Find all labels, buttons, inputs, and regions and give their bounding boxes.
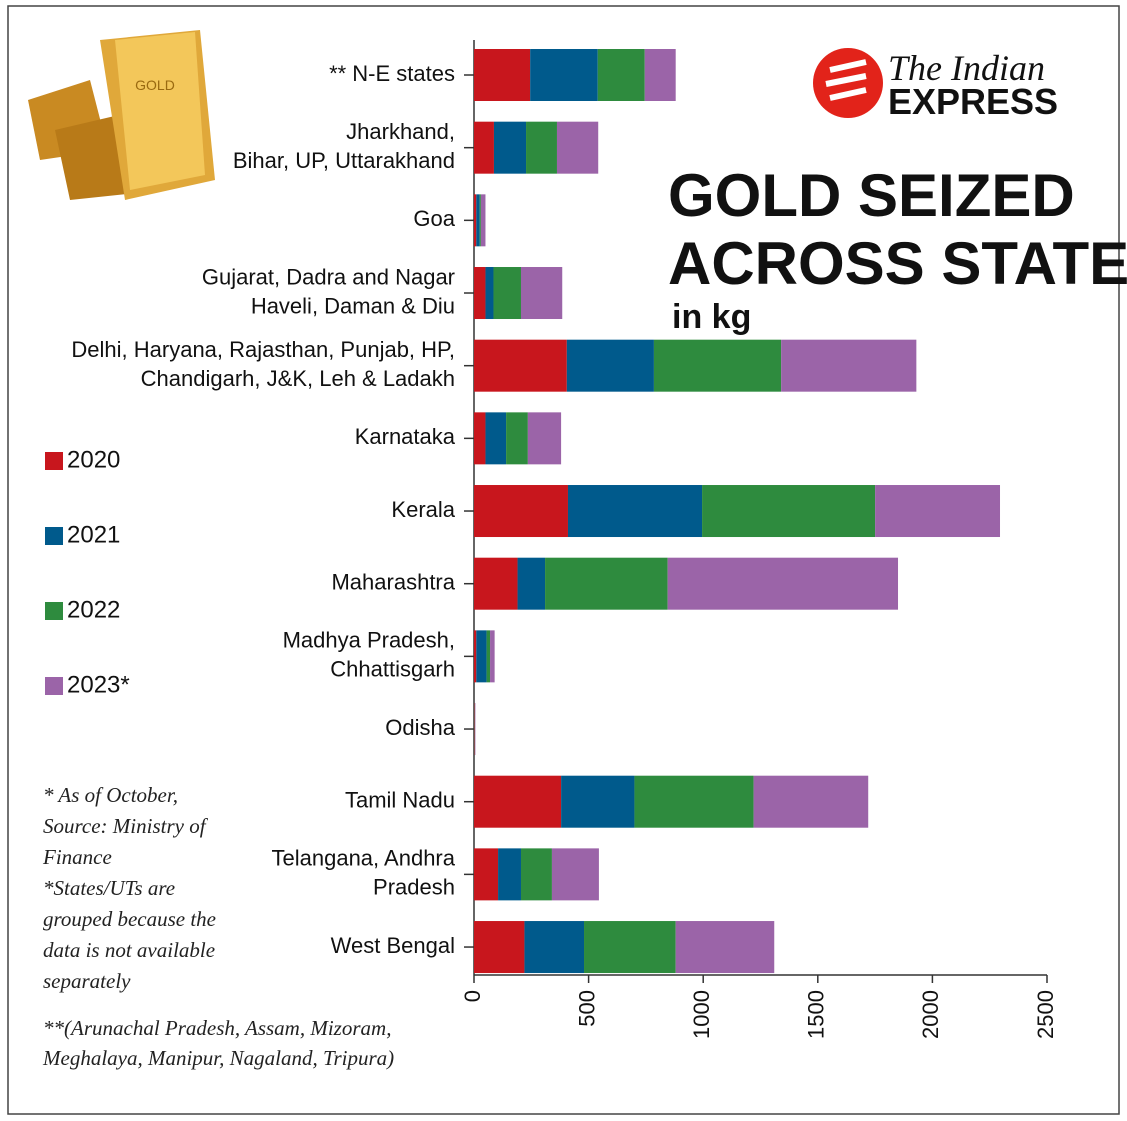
svg-text:GOLD: GOLD: [135, 77, 175, 93]
y-tick-label: Gujarat, Dadra and Nagar: [202, 264, 455, 289]
y-tick-label: Bihar, UP, Uttarakhand: [233, 148, 455, 173]
note: Finance: [42, 845, 112, 869]
y-tick-label: Pradesh: [373, 875, 455, 900]
y-tick-label: Odisha: [385, 715, 455, 740]
x-tick-label: 2000: [918, 990, 943, 1039]
bar-segment: [498, 848, 521, 901]
bar-segment: [485, 412, 507, 465]
bar-segment: [584, 921, 676, 974]
legend-swatch: [45, 527, 63, 545]
logo-text: The Indian: [888, 48, 1045, 88]
bar-segment: [474, 921, 525, 974]
bar-segment: [556, 121, 599, 174]
y-tick-label: Karnataka: [355, 424, 456, 449]
y-tick-label: ** N-E states: [329, 61, 455, 86]
bar-segment: [781, 339, 917, 392]
x-tick-label: 1000: [689, 990, 714, 1039]
note: grouped because the: [43, 907, 216, 931]
bar-segment: [485, 267, 494, 320]
y-tick-label: Telangana, Andhra: [272, 846, 456, 871]
bar-segment: [520, 848, 552, 901]
gold-bars: GOLD: [28, 30, 215, 200]
frame: [7, 5, 1120, 1115]
bar-segment: [474, 485, 568, 538]
y-tick-label: Tamil Nadu: [345, 788, 455, 813]
bar-segment: [520, 267, 563, 320]
bar-segment: [875, 485, 1001, 538]
legend-label: 2020: [67, 446, 120, 473]
x-tick-label: 0: [460, 990, 485, 1002]
bar-segment: [474, 557, 518, 610]
bar-segment: [493, 267, 521, 320]
y-tick-label: Madhya Pradesh,: [283, 628, 455, 653]
chart-title: GOLD SEIZED: [668, 162, 1075, 229]
y-tick-label: Chandigarh, J&K, Leh & Ladakh: [141, 366, 455, 391]
bar-segment: [653, 339, 782, 392]
y-tick-label: Haveli, Daman & Diu: [251, 293, 455, 318]
note: *States/UTs are: [43, 876, 175, 900]
bar-segment: [474, 194, 477, 247]
bar-segment: [474, 775, 562, 828]
bar-segment: [597, 49, 645, 101]
bar-segment: [527, 412, 562, 465]
bar-segment: [474, 267, 486, 320]
bar-segment: [675, 921, 775, 974]
bar-segment: [567, 485, 703, 538]
bar-segment: [702, 485, 876, 538]
y-tick-label: Maharashtra: [331, 570, 455, 595]
note: **(Arunachal Pradesh, Assam, Mizoram,: [43, 1016, 391, 1040]
bar-segment: [551, 848, 599, 901]
chart-subtitle: in kg: [672, 298, 751, 336]
note: Meghalaya, Manipur, Nagaland, Tripura): [42, 1046, 394, 1070]
bar-segment: [474, 412, 486, 465]
x-tick-label: 500: [574, 990, 599, 1027]
bar-segment: [526, 121, 557, 174]
bar-segment: [476, 194, 480, 247]
y-tick-label: Jharkhand,: [346, 119, 455, 144]
bar-segment: [524, 921, 585, 974]
bar-segment: [474, 848, 499, 901]
logo-text: EXPRESS: [888, 81, 1058, 122]
bar-segment: [566, 339, 654, 392]
y-tick-label: Kerala: [391, 497, 455, 522]
bar-segment: [545, 557, 668, 610]
bar-segment: [634, 775, 754, 828]
bar-segment: [479, 194, 481, 247]
y-tick-label: Delhi, Haryana, Rajasthan, Punjab, HP,: [71, 337, 455, 362]
bar-segment: [561, 775, 635, 828]
bar-segment: [476, 630, 487, 683]
note: Source: Ministry of: [43, 814, 209, 838]
note: separately: [43, 969, 131, 993]
x-tick-label: 2500: [1033, 990, 1058, 1039]
bar-segment: [474, 630, 477, 683]
bar-segment: [474, 121, 494, 174]
legend-swatch: [45, 452, 63, 470]
legend-swatch: [45, 602, 63, 620]
chart-title: ACROSS STATES: [668, 230, 1127, 297]
bar-segment: [753, 775, 869, 828]
note: * As of October,: [43, 783, 178, 807]
bar-segment: [493, 121, 527, 174]
logo: The Indian EXPRESS: [813, 48, 1058, 122]
bar-segment: [517, 557, 546, 610]
legend-label: 2023*: [67, 671, 130, 698]
x-tick-label: 1500: [804, 990, 829, 1039]
note: data is not available: [43, 938, 215, 962]
y-tick-label: Chhattisgarh: [330, 657, 455, 682]
bar-segment: [644, 49, 676, 101]
bar-segment: [667, 557, 899, 610]
bar-segment: [490, 630, 495, 683]
bar-segment: [474, 49, 531, 101]
bar-segment: [480, 194, 486, 247]
y-tick-label: Goa: [413, 206, 455, 231]
legend-label: 2021: [67, 521, 120, 548]
bar-segment: [486, 630, 491, 683]
y-tick-label: West Bengal: [331, 933, 455, 958]
bar-segment: [474, 339, 567, 392]
legend-swatch: [45, 677, 63, 695]
bar-segment: [530, 49, 598, 101]
legend-label: 2022: [67, 596, 120, 623]
bar-segment: [506, 412, 528, 465]
